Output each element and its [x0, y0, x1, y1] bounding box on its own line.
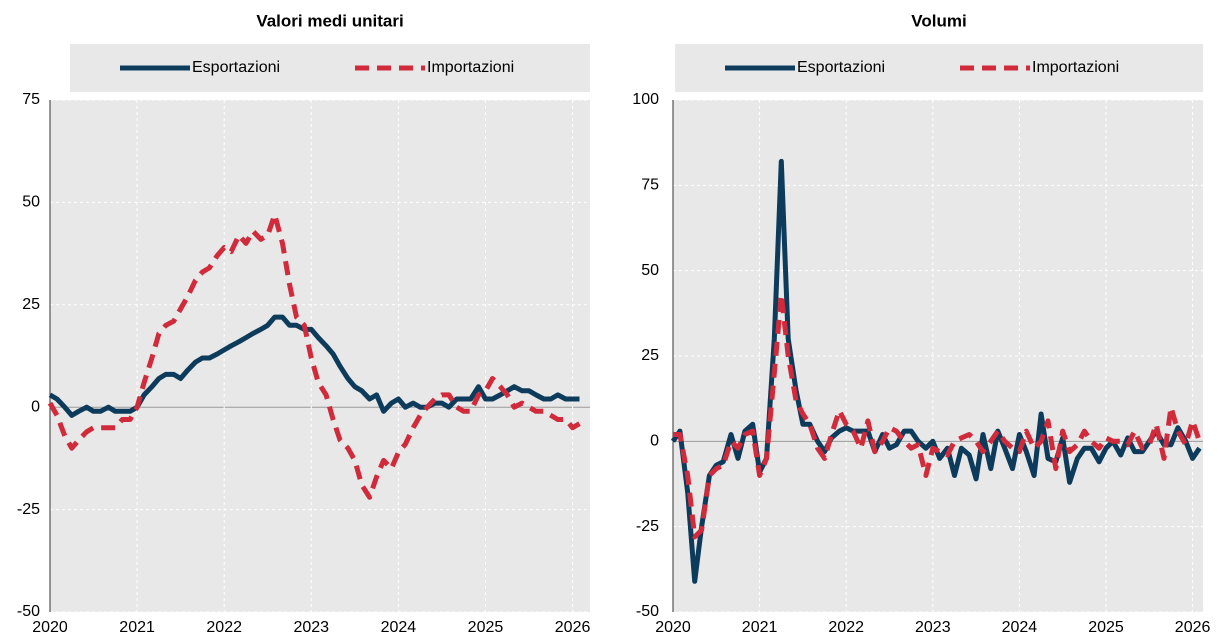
y-tick-label: -25: [636, 518, 659, 535]
y-tick-label: 50: [641, 262, 659, 279]
x-tick-label: 2021: [742, 619, 778, 636]
x-tick-label: 2025: [1088, 619, 1124, 636]
y-tick-label: 75: [641, 177, 659, 194]
x-tick-label: 2021: [119, 619, 155, 636]
x-tick-label: 2022: [206, 619, 242, 636]
x-tick-label: 2020: [655, 619, 691, 636]
x-tick-label: 2024: [381, 619, 417, 636]
chart-title: Valori medi unitari: [256, 11, 403, 30]
y-tick-label: -50: [17, 603, 40, 620]
y-tick-label: 0: [31, 398, 40, 415]
x-tick-label: 2026: [555, 619, 591, 636]
legend-label: Esportazioni: [192, 59, 280, 76]
y-tick-label: 25: [641, 347, 659, 364]
plot-area: [50, 100, 590, 612]
y-tick-label: 50: [22, 194, 40, 211]
series-line: [47, 212, 581, 500]
y-tick-label: 100: [632, 91, 659, 108]
x-tick-label: 2020: [32, 619, 68, 636]
x-tick-label: 2023: [915, 619, 951, 636]
legend-label: Importazioni: [1032, 59, 1119, 76]
x-tick-label: 2023: [293, 619, 329, 636]
y-tick-label: -25: [17, 501, 40, 518]
x-tick-label: 2026: [1175, 619, 1211, 636]
legend-label: Esportazioni: [797, 59, 885, 76]
y-tick-label: 75: [22, 91, 40, 108]
chart-title: Volumi: [911, 11, 966, 30]
x-tick-label: 2022: [828, 619, 864, 636]
x-tick-label: 2024: [1002, 619, 1038, 636]
y-tick-label: 0: [650, 433, 659, 450]
x-tick-label: 2025: [468, 619, 504, 636]
legend-label: Importazioni: [427, 59, 514, 76]
y-tick-label: -50: [636, 603, 659, 620]
series-line: [673, 292, 1202, 540]
y-tick-label: 25: [22, 296, 40, 313]
